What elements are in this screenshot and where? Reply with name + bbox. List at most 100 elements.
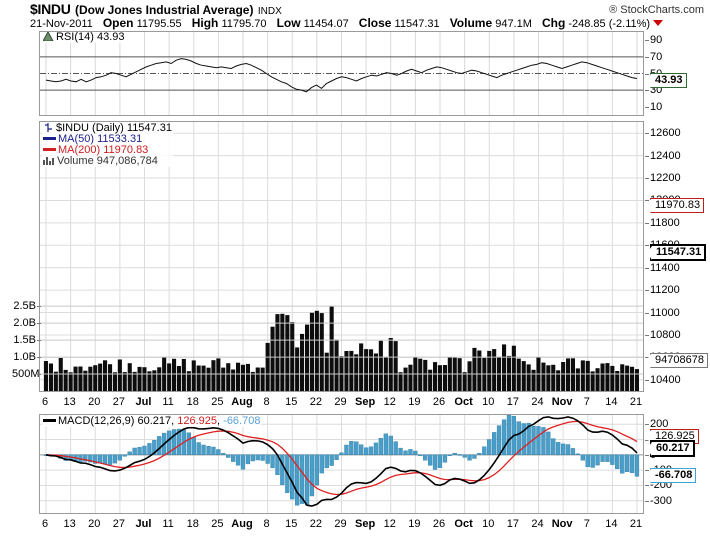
x-axis-label-10: 10 [482,396,495,408]
axis-tick [645,312,649,314]
chart-title: $INDU (Dow Jones Industrial Average) IND… [30,1,282,19]
x-axis-label-8: 8 [263,396,270,408]
x-axis-label-Aug: Aug [231,396,253,408]
price-axis-label-12200: 12200 [650,172,681,185]
volume-legend-label: Volume 947,086,784 [57,155,158,167]
x-axis-label-26: 26 [432,396,446,408]
axis-tick [37,357,41,359]
price-legend-title: $INDU (Daily) 11547.31 [56,122,172,134]
price-axis-label-10800: 10800 [650,328,681,341]
x-axis-label-24: 24 [531,518,544,530]
chevron-down-icon[interactable] [653,20,664,26]
axis-tick [645,485,649,487]
x-axis-label-11: 11 [162,518,174,530]
x-axis-label-20: 20 [88,396,101,408]
price-axis-label-10400: 10400 [650,373,681,386]
axis-tick [645,40,649,42]
macd-hist-flag: -66.708 [645,468,697,484]
x-axis-label-Nov: Nov [551,396,573,408]
x-axis-bottom: 6 13 20 27 Jul 11 18 25 Aug 8 15 22 29 Sep 12 19 26 Oct 10… [39,518,644,532]
axis-tick [37,323,41,325]
rsi-axis-label-10: 10 [650,100,663,113]
axis-tick [645,454,649,456]
macd-value-flag: 60.217 [647,439,695,457]
x-axis-label-15: 15 [285,396,298,408]
open-value: 11795.55 [136,18,182,30]
rsi-axis-label-70: 70 [650,50,663,63]
axis-tick [645,267,649,269]
x-axis-label-12: 12 [383,396,396,408]
x-axis-label-Oct: Oct [454,396,473,408]
x-axis-label-25: 25 [211,396,224,408]
axis-tick [645,106,649,108]
ma50-swatch [43,137,56,140]
x-axis-label-19: 19 [408,396,421,408]
ma200-value-flag: 11970.83 [645,197,705,213]
macd-legend-v2: 126.925 [177,415,218,427]
high-value: 11795.70 [221,18,267,30]
x-axis-label-Jul: Jul [135,396,152,408]
axis-tick [37,340,41,342]
x-axis-label-22: 22 [309,518,323,530]
x-axis-label-21: 21 [629,518,643,530]
axis-tick [645,334,649,336]
x-axis-label-11: 11 [162,396,174,408]
x-axis-label-22: 22 [309,396,323,408]
x-axis-top: 6 13 20 27 Jul 11 18 25 Aug 8 15 22 29 Sep 12 19 26 Oct 10… [39,396,644,410]
x-axis-label-20: 20 [88,518,101,530]
price-axis-label-12400: 12400 [650,149,681,162]
axis-tick [645,178,649,180]
x-axis-label-24: 24 [531,396,544,408]
x-axis-label-27: 27 [112,518,126,530]
x-axis-label-17: 17 [506,396,520,408]
price-legend: $INDU (Daily) 11547.31 MA(50) 11533.31 M… [42,123,173,167]
symbol-ticker: $INDU [30,1,71,17]
close-value-flag: 11547.31 [646,244,707,262]
x-axis-label-7: 7 [583,396,590,408]
price-axis-label-11400: 11400 [650,261,680,274]
x-axis-label-6: 6 [41,396,49,408]
x-axis-label-27: 27 [112,396,126,408]
close-label: Close [358,16,392,30]
x-axis-label-15: 15 [285,518,298,530]
x-axis-label-29: 29 [334,518,347,530]
ma50-legend-label: MA(50) 11533.31 [58,133,143,145]
x-axis-label-21: 21 [629,396,643,408]
price-axis-label-11800: 11800 [650,216,680,229]
close-value: 11547.31 [394,18,440,30]
stockcharts-brand: ® StockCharts.com [609,4,704,16]
rsi-mountain-icon [43,32,54,41]
symbol-exchange: INDX [257,6,282,17]
x-axis-label-Nov: Nov [551,518,573,530]
axis-tick [645,56,649,58]
x-axis-label-29: 29 [334,396,347,408]
low-value: 11454.07 [303,18,349,30]
x-axis-label-7: 7 [583,518,590,530]
axis-tick [645,290,649,292]
x-axis-label-14: 14 [605,396,618,408]
x-axis-label-17: 17 [506,518,520,530]
volume-axis-label-2.5B: 2.5B [13,300,36,313]
macd-axis-label-200: 200 [650,418,669,431]
volume-axis-label-2.0B: 2.0B [13,317,36,330]
x-axis-label-Sep: Sep [355,396,376,408]
axis-tick [645,379,649,381]
volume-label: Volume [449,16,493,30]
quote-summary-row: 21-Nov-2011 Open 11795.55 High 11795.70 … [30,16,664,30]
axis-tick [645,90,649,92]
x-axis-label-12: 12 [383,518,396,530]
macd-axis-label--300: -300 [650,494,673,507]
x-axis-label-18: 18 [186,518,199,530]
x-axis-label-Jul: Jul [135,518,152,530]
macd-legend-v1: 60.217 [137,415,172,427]
volume-axis-label-1.0B: 1.0B [13,351,36,364]
change-label: Chg [541,16,566,30]
x-axis-label-19: 19 [408,518,421,530]
volume-value: 947.1M [495,18,532,30]
x-axis-label-13: 13 [63,518,76,530]
x-axis-label-13: 13 [63,396,76,408]
axis-tick [645,133,649,135]
rsi-value-flag: 43.93 [646,72,687,88]
x-axis-label-18: 18 [186,396,199,408]
